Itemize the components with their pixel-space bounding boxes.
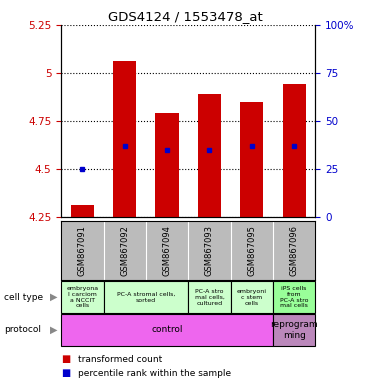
Bar [231, 281, 273, 313]
Text: ■: ■ [61, 368, 70, 378]
Text: GSM867093: GSM867093 [205, 225, 214, 276]
Text: protocol: protocol [4, 325, 41, 334]
Text: cell type: cell type [4, 293, 43, 302]
Text: GSM867094: GSM867094 [162, 225, 172, 276]
Bar [273, 281, 315, 313]
Text: embryona
l carciom
a NCCIT
cells: embryona l carciom a NCCIT cells [66, 286, 98, 308]
Bar [71, 205, 94, 217]
Text: PC-A stromal cells,
sorted: PC-A stromal cells, sorted [117, 292, 175, 303]
Text: GSM867091: GSM867091 [78, 225, 87, 276]
Text: PC-A stro
mal cells,
cultured: PC-A stro mal cells, cultured [194, 289, 224, 306]
Bar [104, 281, 188, 313]
Bar [113, 61, 137, 217]
Text: ■: ■ [61, 354, 70, 364]
Text: reprogram
ming: reprogram ming [270, 320, 318, 339]
Text: GSM867092: GSM867092 [120, 225, 129, 276]
Text: embryoni
c stem
cells: embryoni c stem cells [237, 289, 267, 306]
Text: ▶: ▶ [50, 325, 58, 335]
Bar [198, 94, 221, 217]
Text: ▶: ▶ [50, 292, 58, 302]
Text: control: control [151, 325, 183, 334]
Bar [283, 84, 306, 217]
Bar [61, 281, 104, 313]
Text: iPS cells
from
PC-A stro
mal cells: iPS cells from PC-A stro mal cells [280, 286, 308, 308]
Bar [188, 281, 231, 313]
Bar [155, 113, 179, 217]
Text: transformed count: transformed count [78, 354, 162, 364]
Bar [273, 314, 315, 346]
Text: GDS4124 / 1553478_at: GDS4124 / 1553478_at [108, 10, 263, 23]
Text: percentile rank within the sample: percentile rank within the sample [78, 369, 231, 378]
Bar [61, 314, 273, 346]
Text: GSM867096: GSM867096 [290, 225, 299, 276]
Text: GSM867095: GSM867095 [247, 225, 256, 276]
Bar [240, 102, 263, 217]
